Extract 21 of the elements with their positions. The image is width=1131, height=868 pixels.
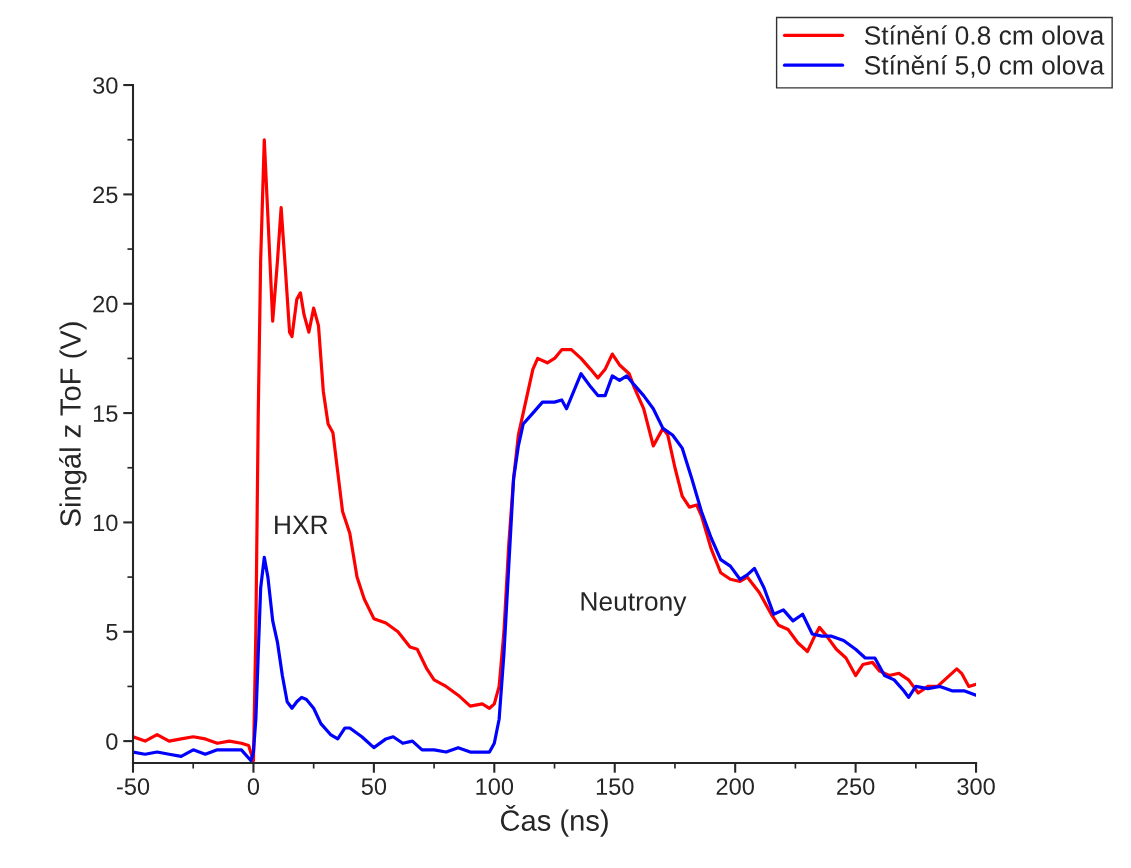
x-axis-title: Čas (ns) [500, 805, 608, 837]
y-tick-label: 15 [93, 405, 118, 422]
y-tick-label: 0 [106, 733, 118, 750]
legend-label: Stínění 0.8 cm olova [864, 25, 1105, 45]
y-axis-title: Singál z ToF (V) [59, 322, 87, 527]
y-tick-label: 25 [93, 186, 118, 204]
y-tick-label: 10 [93, 514, 118, 532]
y-tick-label: 5 [106, 624, 118, 641]
y-tick-label: 20 [93, 295, 118, 313]
y-tick-label: 30 [93, 77, 118, 94]
x-tick-label: 250 [837, 778, 875, 795]
annotation: Neutrony [581, 592, 687, 616]
legend-label: Stínění 5,0 cm olova [864, 55, 1105, 78]
x-tick-label: 100 [476, 778, 514, 795]
x-tick-label: 150 [596, 778, 634, 795]
x-tick-label: 0 [247, 778, 260, 795]
annotation: HXR [275, 515, 328, 534]
x-tick-label: 200 [716, 778, 754, 795]
x-tick-label: -50 [116, 778, 150, 795]
x-tick-label: 50 [361, 778, 387, 795]
x-tick-label: 300 [957, 778, 995, 795]
